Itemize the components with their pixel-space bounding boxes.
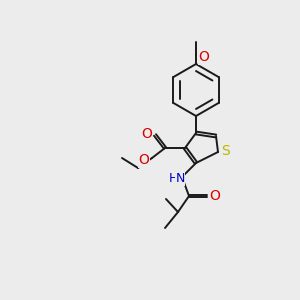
Text: H: H: [168, 172, 178, 185]
Text: O: O: [210, 189, 220, 203]
Text: O: O: [199, 50, 209, 64]
Text: S: S: [220, 144, 230, 158]
Text: N: N: [175, 172, 185, 185]
Text: O: O: [142, 127, 152, 141]
Text: O: O: [139, 153, 149, 167]
